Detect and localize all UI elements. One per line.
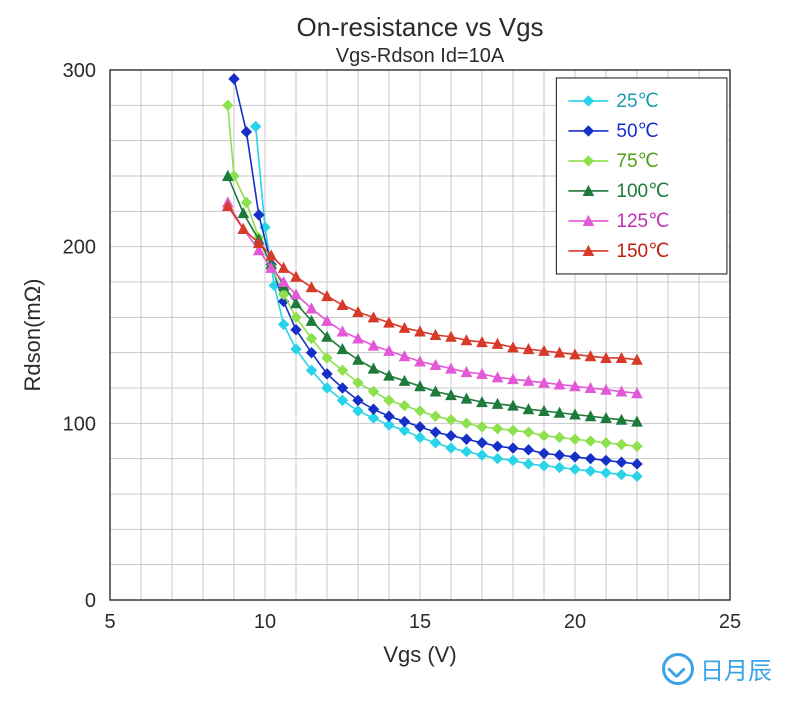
svg-text:200: 200 <box>63 237 96 259</box>
svg-text:100: 100 <box>63 413 96 435</box>
svg-text:25: 25 <box>719 611 741 633</box>
svg-text:25℃: 25℃ <box>616 91 658 112</box>
svg-text:300: 300 <box>63 60 96 82</box>
line-chart: On-resistance vs Vgs Vgs-Rdson Id=10A 5 10 1… <box>0 0 800 704</box>
svg-text:150℃: 150℃ <box>616 241 669 262</box>
svg-text:20: 20 <box>564 611 586 633</box>
svg-text:Rdson(mΩ): Rdson(mΩ) <box>20 278 45 391</box>
svg-text:75℃: 75℃ <box>616 151 658 172</box>
svg-text:10: 10 <box>254 611 276 633</box>
watermark-text: 日月辰 <box>700 651 772 686</box>
svg-text:On-resistance vs Vgs: On-resistance vs Vgs <box>296 12 543 42</box>
svg-text:15: 15 <box>409 611 431 633</box>
svg-text:50℃: 50℃ <box>616 121 658 142</box>
watermark: 日月辰 <box>662 651 772 686</box>
svg-text:125℃: 125℃ <box>616 211 669 232</box>
watermark-icon <box>662 653 694 685</box>
svg-text:Vgs (V): Vgs (V) <box>383 642 456 667</box>
svg-text:100℃: 100℃ <box>616 181 669 202</box>
svg-text:0: 0 <box>85 590 96 612</box>
svg-text:5: 5 <box>104 611 115 633</box>
svg-text:Vgs-Rdson Id=10A: Vgs-Rdson Id=10A <box>336 45 505 67</box>
